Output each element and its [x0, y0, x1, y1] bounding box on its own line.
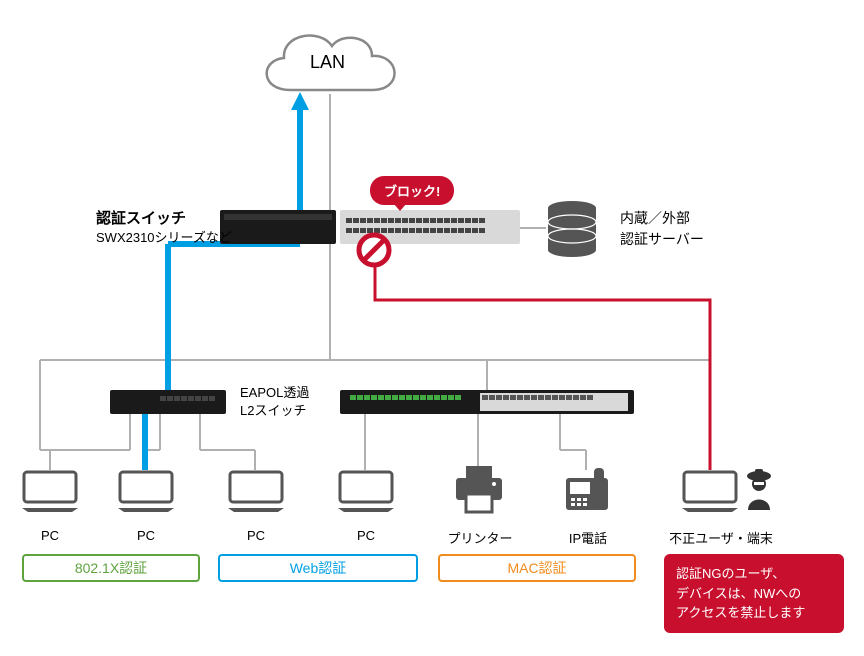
label-pc4: PC — [350, 528, 382, 543]
pc-icon — [22, 470, 78, 512]
auth-web: Web認証 — [218, 554, 418, 582]
label-pc2: PC — [130, 528, 162, 543]
l2-switch-a — [110, 390, 226, 414]
auth-mac: MAC認証 — [438, 554, 636, 582]
db-label-l2: 認証サーバー — [620, 231, 704, 247]
warning-text: 認証NGのユーザ、 デバイスは、NWへの アクセスを禁止します — [676, 566, 805, 620]
eapol-l1: EAPOL透過 — [240, 385, 309, 400]
auth-switch-label: 認証スイッチ SWX2310シリーズなど — [96, 208, 232, 247]
auth-dot1x: 802.1X認証 — [22, 554, 200, 582]
auth-switch-subtitle: SWX2310シリーズなど — [96, 230, 232, 245]
auth-switch-left — [220, 210, 336, 244]
block-badge: ブロック! — [370, 176, 454, 205]
label-phone: IP電話 — [560, 528, 616, 547]
warning-box: 認証NGのユーザ、 デバイスは、NWへの アクセスを禁止します — [664, 554, 844, 633]
eapol-label: EAPOL透過 L2スイッチ — [240, 384, 309, 420]
printer-icon — [454, 466, 504, 514]
auth-switch-title: 認証スイッチ — [96, 210, 186, 227]
l2-switch-b — [340, 390, 634, 414]
pc-icon — [682, 470, 738, 512]
pc-icon — [228, 470, 284, 512]
label-pc1: PC — [34, 528, 66, 543]
prohibit-icon — [356, 232, 392, 268]
label-intruder: 不正ユーザ・端末 — [656, 528, 786, 547]
intruder-icon — [742, 466, 776, 512]
db-label: 内蔵／外部 認証サーバー — [620, 208, 704, 250]
label-pc3: PC — [240, 528, 272, 543]
pc-icon — [118, 470, 174, 512]
phone-icon — [562, 462, 612, 514]
db-icon — [546, 200, 598, 258]
eapol-l2: L2スイッチ — [240, 403, 306, 418]
pc-icon — [338, 470, 394, 512]
cloud-label: LAN — [310, 52, 345, 73]
label-printer: プリンター — [444, 528, 516, 547]
db-label-l1: 内蔵／外部 — [620, 210, 690, 226]
